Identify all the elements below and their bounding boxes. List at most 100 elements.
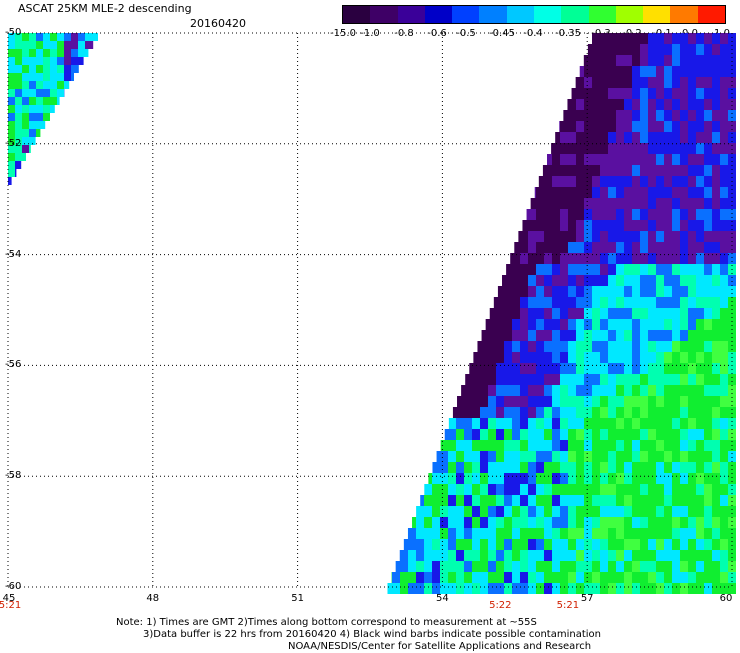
swath-cell [528, 264, 536, 275]
swath-cell [496, 385, 504, 396]
swath-cell [672, 286, 680, 297]
swath-cell [600, 176, 608, 187]
swath-cell [43, 73, 50, 81]
swath-cell [440, 517, 448, 528]
swath-cell [656, 33, 664, 44]
swath-cell [57, 89, 64, 97]
swath-cell [445, 429, 448, 440]
swath-cell [720, 77, 728, 88]
swath-cell [616, 462, 624, 473]
swath-cell [656, 396, 664, 407]
swath-cell [656, 275, 664, 286]
swath-cell [560, 275, 568, 286]
swath-cell [464, 473, 472, 484]
swath-cell [720, 462, 728, 473]
swath-cell [648, 121, 656, 132]
swath-cell [576, 242, 584, 253]
swath-cell [528, 572, 536, 583]
swath-cell [528, 407, 536, 418]
swath-cell [560, 341, 568, 352]
swath-cell [584, 275, 592, 286]
swath-cell [536, 198, 544, 209]
swath-cell [29, 33, 36, 41]
swath-cell [576, 132, 584, 143]
swath-cell [520, 374, 528, 385]
swath-cell [720, 231, 728, 242]
swath-cell [536, 341, 544, 352]
swath-cell [600, 539, 608, 550]
swath-cell [712, 451, 720, 462]
swath-cell [448, 583, 456, 594]
swath-cell [688, 88, 696, 99]
swath-cell [568, 429, 576, 440]
swath-cell [584, 385, 592, 396]
swath-cell [544, 198, 552, 209]
swath-cell [696, 407, 704, 418]
swath-cell [552, 231, 560, 242]
swath-cell [528, 385, 536, 396]
swath-cell [514, 242, 520, 253]
swath-cell [568, 176, 576, 187]
swath-cell [520, 572, 528, 583]
note-line-3: NOAA/NESDIS/Center for Satellite Applica… [116, 641, 601, 653]
swath-cell [712, 242, 720, 253]
swath-cell [696, 198, 704, 209]
swath-cell [584, 484, 592, 495]
swath-cell [432, 572, 440, 583]
swath-cell [616, 308, 624, 319]
colorbar-segment [370, 6, 398, 23]
swath-cell [432, 473, 440, 484]
swath-cell [544, 561, 552, 572]
swath-cell [720, 451, 728, 462]
swath-cell [472, 363, 480, 374]
swath-cell [624, 242, 632, 253]
swath-cell [15, 49, 22, 57]
swath-cell [616, 165, 624, 176]
swath-cell [502, 275, 504, 286]
swath-cell [504, 583, 512, 594]
swath-cell [656, 374, 664, 385]
swath-cell [696, 165, 704, 176]
swath-cell [71, 57, 78, 65]
swath-cell [536, 275, 544, 286]
swath-cell [600, 341, 608, 352]
swath-cell [552, 330, 560, 341]
swath-cell [464, 517, 472, 528]
swath-cell [608, 341, 616, 352]
swath-cell [600, 484, 608, 495]
swath-cell [29, 145, 31, 153]
swath-cell [728, 286, 736, 297]
colorbar-segment [398, 6, 426, 23]
swath-cell [600, 33, 608, 44]
swath-cell [584, 198, 592, 209]
swath-cell [688, 506, 696, 517]
swath-cell [464, 429, 472, 440]
swath-cell [568, 495, 576, 506]
swath-cell [536, 528, 544, 539]
swath-cell [648, 143, 656, 154]
swath-cell [600, 308, 608, 319]
swath-cell [624, 451, 632, 462]
swath-cell [15, 129, 22, 137]
swath-cell [640, 77, 648, 88]
swath-cell [672, 187, 680, 198]
swath-cell [696, 55, 704, 66]
swath-cell [640, 451, 648, 462]
swath-cell [552, 374, 560, 385]
swath-cell [648, 187, 656, 198]
swath-cell [608, 99, 616, 110]
swath-cell [592, 165, 600, 176]
swath-cell [488, 550, 496, 561]
swath-cell [496, 297, 504, 308]
swath-cell [624, 495, 632, 506]
swath-cell [568, 220, 576, 231]
swath-cell [528, 341, 536, 352]
swath-cell [616, 132, 624, 143]
swath-cell [664, 286, 672, 297]
swath-cell [592, 440, 600, 451]
swath-cell [648, 154, 656, 165]
swath-cell [664, 396, 672, 407]
colorbar-segment [561, 6, 589, 23]
swath-cell [568, 341, 576, 352]
swath-cell [464, 539, 472, 550]
